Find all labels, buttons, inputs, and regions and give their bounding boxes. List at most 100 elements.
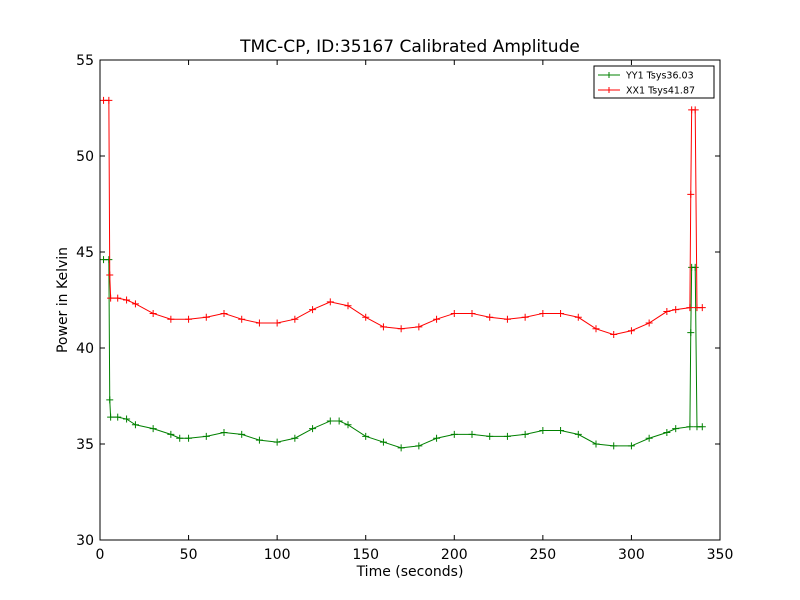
data-point: [672, 306, 680, 314]
data-point: [539, 309, 547, 317]
data-point: [645, 434, 653, 442]
data-point: [291, 315, 299, 323]
data-point: [539, 427, 547, 435]
data-point: [185, 434, 193, 442]
data-point: [557, 309, 565, 317]
y-axis-label: Power in Kelvin: [55, 247, 71, 353]
data-point: [131, 421, 139, 429]
x-tick-label: 300: [618, 547, 645, 563]
data-point: [123, 415, 131, 423]
data-point: [326, 298, 334, 306]
data-point: [149, 425, 157, 433]
legend-label: XX1 Tsys41.87: [626, 86, 695, 97]
x-tick-label: 0: [96, 547, 105, 563]
data-point: [450, 430, 458, 438]
data-point: [344, 302, 352, 310]
data-point: [687, 329, 695, 337]
y-tick-label: 45: [76, 245, 94, 261]
data-point: [114, 294, 122, 302]
legend-marker: [606, 72, 612, 78]
data-point: [273, 438, 281, 446]
data-point: [167, 315, 175, 323]
data-point: [326, 417, 334, 425]
data-point: [486, 432, 494, 440]
data-point: [415, 323, 423, 331]
series-line: [103, 259, 703, 449]
data-point: [105, 96, 113, 104]
x-tick-label: 200: [441, 547, 468, 563]
legend: YY1 Tsys36.03 XX1 Tsys41.87: [593, 65, 715, 99]
data-point: [123, 296, 131, 304]
data-point: [687, 190, 695, 198]
data-point: [105, 256, 113, 264]
data-point: [672, 425, 680, 433]
data-point: [273, 319, 281, 327]
data-point: [167, 430, 175, 438]
data-point: [149, 309, 157, 317]
data-point: [433, 434, 441, 442]
x-tick-label: 250: [529, 547, 556, 563]
data-point: [503, 315, 511, 323]
data-point: [114, 413, 122, 421]
x-tick-label: 150: [352, 547, 379, 563]
data-point: [335, 417, 343, 425]
data-point: [433, 315, 441, 323]
data-point: [344, 421, 352, 429]
data-point: [379, 323, 387, 331]
data-point: [663, 428, 671, 436]
data-point: [698, 304, 706, 312]
axes-layer: 0 50 100 150 200 250 300 350 30 35 40 45 50 55: [76, 53, 733, 563]
data-point: [107, 413, 115, 421]
legend-label: YY1 Tsys36.03: [625, 71, 694, 82]
data-point: [486, 313, 494, 321]
series-layer: [100, 96, 706, 452]
x-tick-label: 350: [707, 547, 734, 563]
data-point: [309, 425, 317, 433]
data-point: [592, 325, 600, 333]
data-point: [686, 304, 694, 312]
data-point: [220, 309, 228, 317]
y-tick-label: 50: [76, 149, 94, 165]
data-point: [238, 430, 246, 438]
legend-marker: [606, 87, 612, 93]
data-point: [106, 396, 114, 404]
data-point: [106, 271, 114, 279]
data-point: [468, 430, 476, 438]
data-point: [521, 313, 529, 321]
data-point: [610, 442, 618, 450]
data-point: [698, 423, 706, 431]
data-point: [202, 432, 210, 440]
y-tick-label: 30: [76, 533, 94, 549]
y-tick-label: 55: [76, 53, 94, 69]
data-point: [450, 309, 458, 317]
series-line: [103, 99, 703, 336]
data-point: [610, 331, 618, 339]
data-point: [574, 313, 582, 321]
x-axis-label: Time (seconds): [356, 564, 464, 580]
data-point: [379, 438, 387, 446]
data-point: [521, 430, 529, 438]
data-point: [557, 427, 565, 435]
data-point: [627, 442, 635, 450]
data-point: [220, 428, 228, 436]
data-point: [202, 313, 210, 321]
data-point: [255, 319, 263, 327]
data-point: [627, 327, 635, 335]
data-point: [397, 444, 405, 452]
data-point: [362, 432, 370, 440]
legend-box: [593, 65, 715, 99]
data-point: [503, 432, 511, 440]
data-point: [185, 315, 193, 323]
data-point: [362, 313, 370, 321]
series-2: [100, 96, 706, 339]
data-point: [574, 430, 582, 438]
x-tick-label: 100: [264, 547, 291, 563]
data-point: [131, 300, 139, 308]
data-point: [415, 442, 423, 450]
data-point: [238, 315, 246, 323]
data-point: [691, 263, 699, 271]
series-1: [100, 256, 706, 452]
data-point: [255, 436, 263, 444]
